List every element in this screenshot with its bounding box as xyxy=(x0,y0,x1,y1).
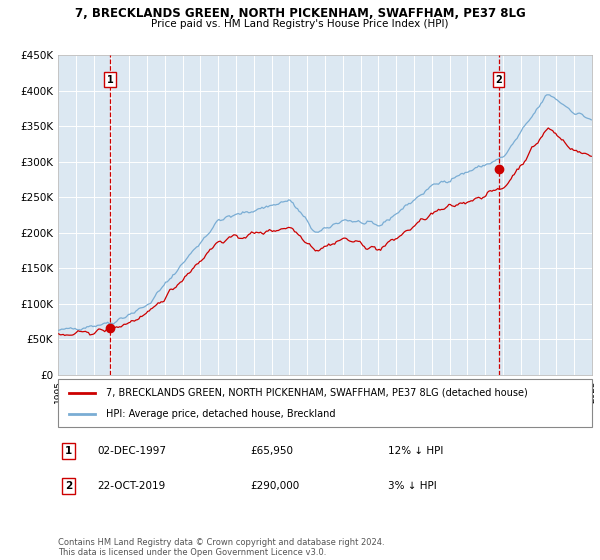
Text: 1: 1 xyxy=(65,446,73,456)
Text: 22-OCT-2019: 22-OCT-2019 xyxy=(97,481,165,491)
Text: 2: 2 xyxy=(495,75,502,85)
Text: 7, BRECKLANDS GREEN, NORTH PICKENHAM, SWAFFHAM, PE37 8LG: 7, BRECKLANDS GREEN, NORTH PICKENHAM, SW… xyxy=(74,7,526,20)
Text: 3% ↓ HPI: 3% ↓ HPI xyxy=(388,481,437,491)
Text: 12% ↓ HPI: 12% ↓ HPI xyxy=(388,446,443,456)
Text: Price paid vs. HM Land Registry's House Price Index (HPI): Price paid vs. HM Land Registry's House … xyxy=(151,19,449,29)
Text: 1: 1 xyxy=(107,75,113,85)
Text: HPI: Average price, detached house, Breckland: HPI: Average price, detached house, Brec… xyxy=(106,409,335,419)
Text: 2: 2 xyxy=(65,481,73,491)
Text: £65,950: £65,950 xyxy=(250,446,293,456)
Text: Contains HM Land Registry data © Crown copyright and database right 2024.
This d: Contains HM Land Registry data © Crown c… xyxy=(58,538,385,557)
Text: 7, BRECKLANDS GREEN, NORTH PICKENHAM, SWAFFHAM, PE37 8LG (detached house): 7, BRECKLANDS GREEN, NORTH PICKENHAM, SW… xyxy=(106,388,528,398)
Text: 02-DEC-1997: 02-DEC-1997 xyxy=(97,446,166,456)
FancyBboxPatch shape xyxy=(58,380,592,427)
Text: £290,000: £290,000 xyxy=(250,481,299,491)
